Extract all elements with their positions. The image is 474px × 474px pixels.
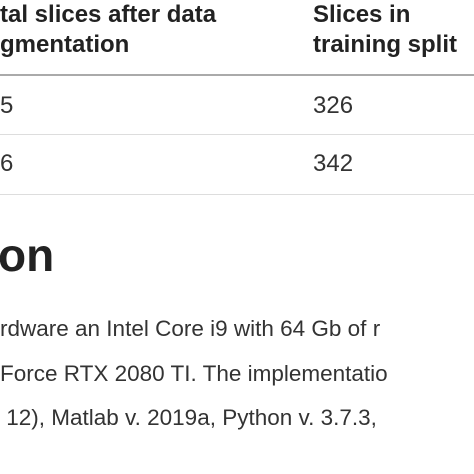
table-cell: 326	[313, 92, 354, 119]
row-rule	[0, 134, 474, 135]
table-header-cell: tal slices after data gmentation	[0, 1, 217, 58]
table-cell: 342	[313, 150, 354, 177]
paragraph-line: 12), Matlab v. 2019a, Python v. 3.7.3,	[0, 405, 377, 430]
paragraph-line: rdware an Intel Core i9 with 64 Gb of r	[0, 316, 381, 341]
table-header-cell: Slices in training split	[313, 1, 457, 58]
table-cell: 5	[0, 92, 14, 119]
section-title: on	[0, 229, 55, 281]
paragraph-line: Force RTX 2080 TI. The implementatio	[0, 361, 388, 386]
header-rule	[0, 74, 474, 76]
table-cell: 6	[0, 150, 14, 177]
row-rule	[0, 194, 474, 195]
